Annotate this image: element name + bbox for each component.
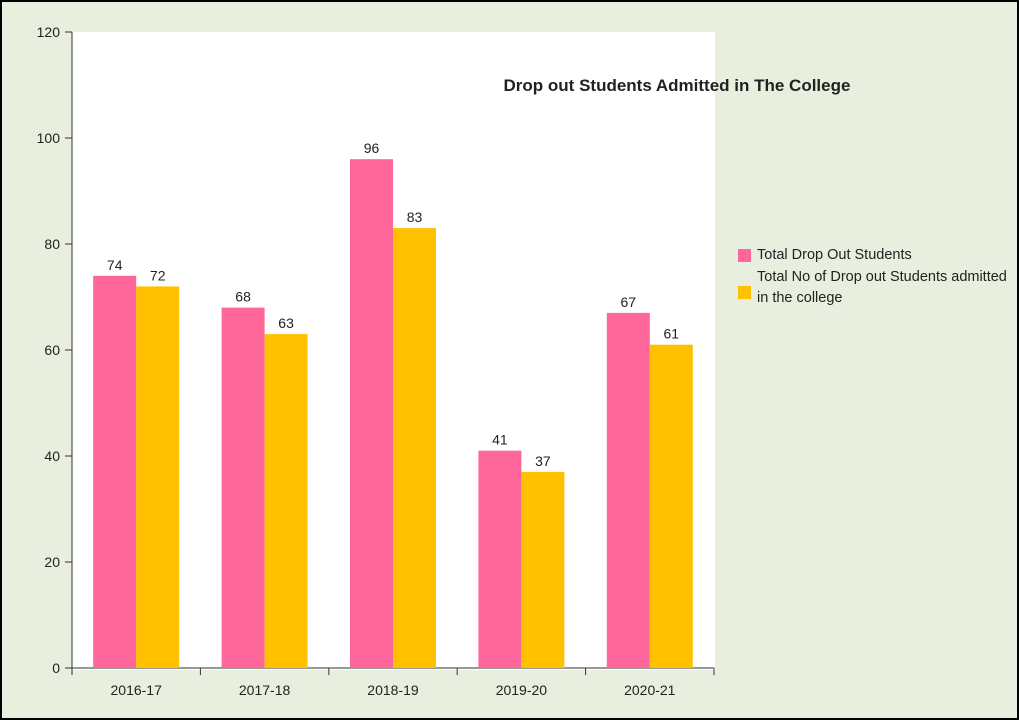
x-tick-label: 2017-18 [239, 682, 291, 698]
data-label: 83 [407, 209, 423, 225]
bar-series-1 [221, 307, 265, 668]
x-tick-label: 2016-17 [111, 682, 163, 698]
bar-series-2 [393, 228, 436, 668]
legend-label: Total Drop Out Students [757, 247, 912, 263]
data-label: 74 [107, 257, 123, 273]
y-tick-label: 0 [52, 660, 60, 676]
legend-swatch [738, 286, 751, 299]
data-label: 96 [364, 140, 380, 156]
y-tick-label: 100 [37, 130, 61, 146]
data-label: 41 [492, 432, 508, 448]
bar-series-1 [606, 312, 650, 668]
legend-item-series-1: Total Drop Out Students [738, 245, 1017, 266]
y-tick-label: 80 [44, 236, 60, 252]
y-tick-label: 40 [44, 448, 60, 464]
legend-label: Total No of Drop out Students admitted i… [757, 269, 1007, 306]
data-label: 72 [150, 267, 166, 283]
y-tick-label: 20 [44, 554, 60, 570]
legend: Total Drop Out Students Total No of Drop… [738, 245, 1017, 310]
x-tick-label: 2019-20 [496, 682, 548, 698]
bar-series-1 [478, 450, 522, 668]
data-label: 63 [278, 315, 294, 331]
x-tick-label: 2020-21 [624, 682, 676, 698]
data-label: 67 [621, 294, 637, 310]
data-label: 37 [535, 453, 551, 469]
chart-title: Drop out Students Admitted in The Colleg… [504, 76, 851, 95]
x-tick-label: 2018-19 [367, 682, 419, 698]
y-tick-label: 60 [44, 342, 60, 358]
y-tick-label: 120 [37, 24, 61, 40]
legend-item-series-2: Total No of Drop out Students admitted i… [738, 267, 1017, 309]
data-label: 68 [235, 289, 251, 305]
data-label: 61 [664, 326, 680, 342]
bar-series-2 [264, 334, 308, 668]
bar-series-1 [350, 159, 393, 668]
bar-series-2 [521, 471, 565, 668]
legend-swatch [738, 249, 751, 262]
bar-series-2 [649, 344, 693, 668]
bar-series-2 [136, 286, 180, 668]
bar-series-1 [93, 275, 137, 668]
